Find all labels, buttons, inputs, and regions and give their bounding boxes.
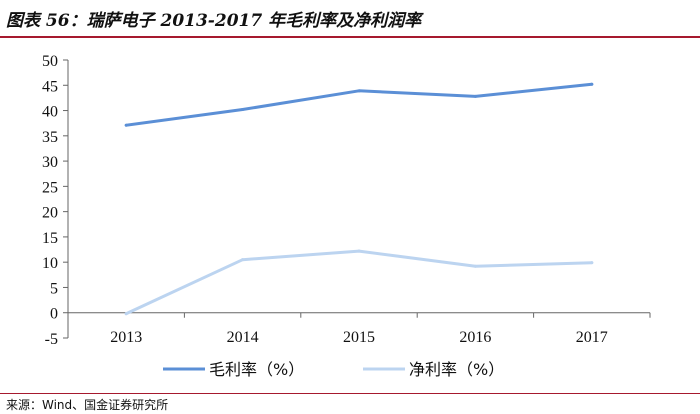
legend-label: 毛利率（%） [209,360,304,379]
data-point [590,82,594,86]
data-point [590,261,594,265]
y-tick-label: 30 [42,154,58,171]
data-point [357,249,361,253]
chart-title: 图表 56：瑞萨电子 2013-2017 年毛利率及净利润率 [6,11,422,31]
y-tick-label: 40 [42,104,58,121]
x-tick-label: 2014 [227,329,259,346]
y-tick-label: 50 [42,53,58,70]
source-note: 来源：Wind、国金证券研究所 [6,398,169,412]
legend: 毛利率（%） 净利率（%） [163,360,504,379]
y-tick-label: 25 [42,179,58,196]
data-point [124,123,128,127]
data-point [473,264,477,268]
x-tick-label: 2016 [459,329,491,346]
x-axis: 2013 2014 2015 2016 2017 [67,312,651,346]
data-point [124,312,128,316]
source-divider [0,393,700,394]
y-tick-label: 15 [42,230,58,247]
y-tick-label: 35 [42,129,58,146]
y-tick-label: 20 [42,205,58,222]
y-tick-label: 10 [42,255,58,272]
series-layer [124,82,594,316]
data-point [241,258,245,262]
y-tick-label: 5 [50,280,58,297]
x-tick-label: 2015 [343,329,375,346]
x-tick-label: 2017 [576,329,608,346]
title-divider [0,36,700,38]
data-point [241,108,245,112]
x-tick-label: 2013 [110,329,142,346]
y-tick-label: -5 [45,331,58,348]
legend-label: 净利率（%） [409,360,504,379]
y-tick-label: 0 [50,306,58,323]
data-point [473,94,477,98]
data-point [357,89,361,93]
net-margin-line [124,249,594,316]
y-tick-label: 45 [42,78,58,95]
